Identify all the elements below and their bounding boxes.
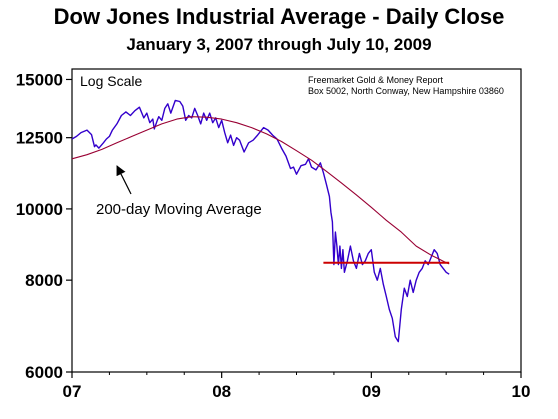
- x-tick-label: 07: [63, 382, 82, 401]
- source-line-1: Freemarket Gold & Money Report: [308, 75, 444, 85]
- annotation-label: 200-day Moving Average: [96, 201, 262, 218]
- y-tick-label: 15000: [16, 70, 63, 89]
- source-line-2: Box 5002, North Conway, New Hampshire 03…: [308, 86, 504, 96]
- y-tick-label: 8000: [25, 271, 63, 290]
- series-group: [71, 99, 450, 343]
- daily-close-line: [71, 99, 450, 343]
- y-axis: 6000 8000 10000 12500 15000: [16, 70, 72, 382]
- annotation-arrow: [116, 165, 132, 195]
- log-scale-label: Log Scale: [80, 73, 142, 89]
- x-axis: 07 08 09 10: [63, 372, 531, 401]
- x-tick-label: 08: [212, 382, 231, 401]
- plot-frame: [71, 68, 522, 373]
- moving-average-line: [71, 116, 450, 265]
- y-tick-label: 6000: [25, 363, 63, 382]
- chart-title: Dow Jones Industrial Average - Daily Clo…: [53, 4, 505, 29]
- y-tick-label: 12500: [16, 129, 63, 148]
- y-tick-label: 10000: [16, 200, 63, 219]
- x-tick-label: 09: [362, 382, 381, 401]
- x-tick-label: 10: [512, 382, 531, 401]
- chart-subtitle: January 3, 2007 through July 10, 2009: [126, 35, 432, 54]
